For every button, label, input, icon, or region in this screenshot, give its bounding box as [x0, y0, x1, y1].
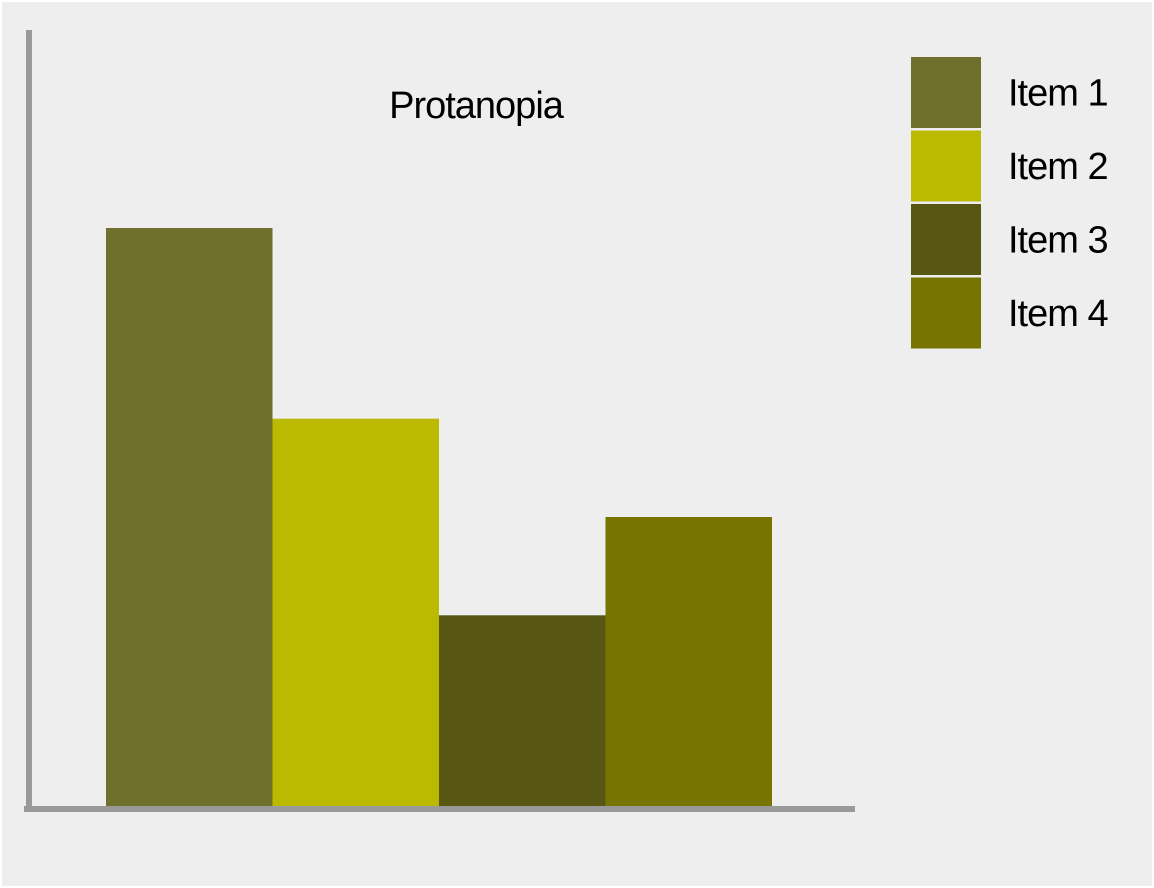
legend-swatch-2: [911, 130, 981, 202]
legend-label-3: Item 3: [1008, 220, 1108, 262]
legend-swatch-1: [911, 57, 981, 128]
bar-2: [272, 418, 439, 806]
bar-1: [106, 228, 273, 806]
bar-3: [439, 615, 606, 806]
bars-group: [106, 228, 772, 806]
bar-4: [605, 517, 772, 806]
legend-label-4: Item 4: [1008, 293, 1108, 335]
legend: Item 1 Item 2 Item 3 Item 4: [911, 57, 1109, 349]
legend-swatch-4: [911, 277, 981, 349]
legend-label-1: Item 1: [1008, 73, 1108, 115]
legend-label-2: Item 2: [1008, 146, 1108, 188]
chart-title: Protanopia: [389, 85, 565, 127]
legend-swatch-3: [911, 204, 981, 275]
